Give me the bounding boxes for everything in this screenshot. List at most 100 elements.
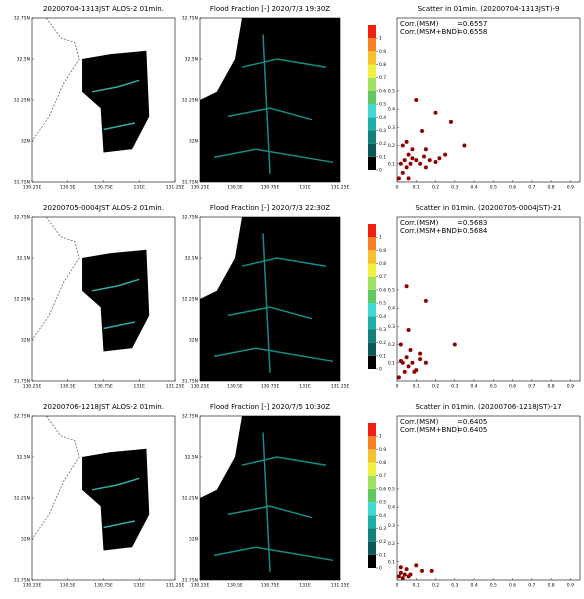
- x-tick-label: 0.3: [451, 583, 458, 589]
- x-tick-label: 131E: [134, 583, 146, 589]
- point: [414, 563, 419, 568]
- point: [404, 284, 409, 289]
- x-tick-label: 0.5: [490, 384, 497, 390]
- x-tick-label: 0.6: [509, 583, 516, 589]
- annotation: Corr.(MSM): [400, 418, 439, 426]
- y-tick-label: 32.75N: [182, 16, 198, 22]
- panel-title: Flood Fraction [-] 2020/7/3 22:30Z: [210, 204, 330, 212]
- x-tick-label: 130.5E: [60, 384, 76, 390]
- y-tick-label: 32.5N: [17, 256, 30, 262]
- x-tick-label: 130.25E: [23, 583, 42, 589]
- colorbar-segment: [368, 51, 376, 65]
- point: [404, 139, 409, 144]
- colorbar-tick-label: 0.1: [379, 353, 386, 359]
- panel-title: 20200704-1313JST ALOS-2 01min.: [43, 5, 164, 13]
- x-tick-label: 0.2: [432, 185, 439, 191]
- colorbar-tick-label: 1: [379, 36, 382, 42]
- annotation: Corr.(MSM+BND): [400, 28, 460, 36]
- colorbar-segment: [368, 224, 376, 238]
- sea-area: [200, 18, 242, 100]
- colorbar-tick-label: 0: [379, 168, 382, 174]
- x-tick-label: 131E: [299, 583, 311, 589]
- point: [421, 154, 426, 159]
- y-tick-label: 32.75N: [14, 16, 30, 22]
- x-tick-label: 0: [396, 384, 399, 390]
- y-tick-label: 31.75N: [182, 379, 198, 385]
- colorbar-segment: [368, 38, 376, 52]
- coastline: [31, 415, 80, 540]
- y-tick-label: 32.25N: [14, 297, 30, 303]
- point: [408, 348, 413, 353]
- y-tick-label: 31.75N: [182, 578, 198, 584]
- point: [406, 176, 411, 181]
- x-tick-label: 0.8: [548, 583, 555, 589]
- colorbar-segment: [368, 77, 376, 91]
- y-tick-label: 32.75N: [182, 215, 198, 221]
- colorbar-tick-label: 0.1: [379, 552, 386, 558]
- annotation: Corr.(MSM): [400, 219, 439, 227]
- point: [433, 110, 438, 115]
- y-tick-label: 0.2: [388, 342, 395, 348]
- colorbar-segment: [368, 276, 376, 290]
- x-tick-label: 130.75E: [94, 583, 113, 589]
- frame: [396, 17, 581, 183]
- coastline: [31, 17, 80, 142]
- y-tick-label: 0.5: [388, 287, 395, 293]
- flood-pixels: [91, 477, 140, 529]
- colorbar-tick-label: 0.3: [379, 327, 386, 333]
- x-tick-label: 0.4: [470, 185, 477, 191]
- y-tick-label: 32.5N: [185, 57, 198, 63]
- y-tick-label: 32N: [21, 537, 30, 543]
- y-tick-label: 32.5N: [185, 256, 198, 262]
- point: [418, 351, 423, 356]
- y-tick-label: 0.4: [388, 306, 395, 312]
- point: [429, 568, 434, 573]
- x-tick-label: 0.9: [567, 384, 574, 390]
- x-tick-label: 131.25E: [331, 583, 350, 589]
- y-tick-label: 31.75N: [14, 379, 30, 385]
- x-tick-label: 130.75E: [94, 384, 113, 390]
- x-tick-label: 0.9: [567, 583, 574, 589]
- x-tick-label: 0.9: [567, 185, 574, 191]
- x-tick-label: 0.4: [470, 384, 477, 390]
- colorbar-segment: [368, 90, 376, 105]
- colorbar-tick-label: 0.2: [379, 340, 386, 346]
- point: [402, 369, 407, 374]
- point: [400, 576, 405, 581]
- colorbar-tick-label: 0: [379, 367, 382, 373]
- observed-area: [82, 249, 150, 352]
- colorbar-tick-label: 1: [379, 434, 382, 440]
- point: [400, 143, 405, 148]
- y-tick-label: 0.1: [388, 559, 395, 565]
- x-tick-label: 0: [396, 583, 399, 589]
- y-tick-label: 31.75N: [14, 578, 30, 584]
- sea-area: [200, 416, 242, 498]
- point: [406, 574, 411, 579]
- colorbar-tick-label: 0.6: [379, 486, 386, 492]
- y-tick-label: 0.3: [388, 125, 395, 131]
- colorbar-tick-label: 0.7: [379, 274, 386, 280]
- point: [400, 170, 405, 175]
- colorbar-tick-label: 0.2: [379, 141, 386, 147]
- x-tick-label: 130.5E: [60, 583, 76, 589]
- frame: [396, 415, 581, 581]
- x-tick-label: 0.7: [528, 384, 535, 390]
- point: [448, 119, 453, 124]
- y-tick-label: 31.75N: [182, 180, 198, 186]
- point: [418, 161, 423, 166]
- point: [402, 158, 407, 163]
- colorbar-segment: [368, 329, 376, 343]
- colorbar-tick-label: 0.9: [379, 248, 386, 254]
- y-tick-label: 32.5N: [185, 455, 198, 461]
- colorbar-segment: [368, 104, 376, 118]
- x-tick-label: 130.25E: [23, 185, 42, 191]
- colorbar-segment: [368, 303, 376, 317]
- colorbar-segment: [368, 250, 376, 264]
- point: [410, 156, 415, 161]
- annotation: =0.6557: [457, 20, 487, 28]
- point: [398, 565, 403, 570]
- point: [398, 161, 403, 166]
- x-tick-label: 0.7: [528, 185, 535, 191]
- point: [410, 147, 415, 152]
- annotation: =0.5684: [457, 227, 488, 235]
